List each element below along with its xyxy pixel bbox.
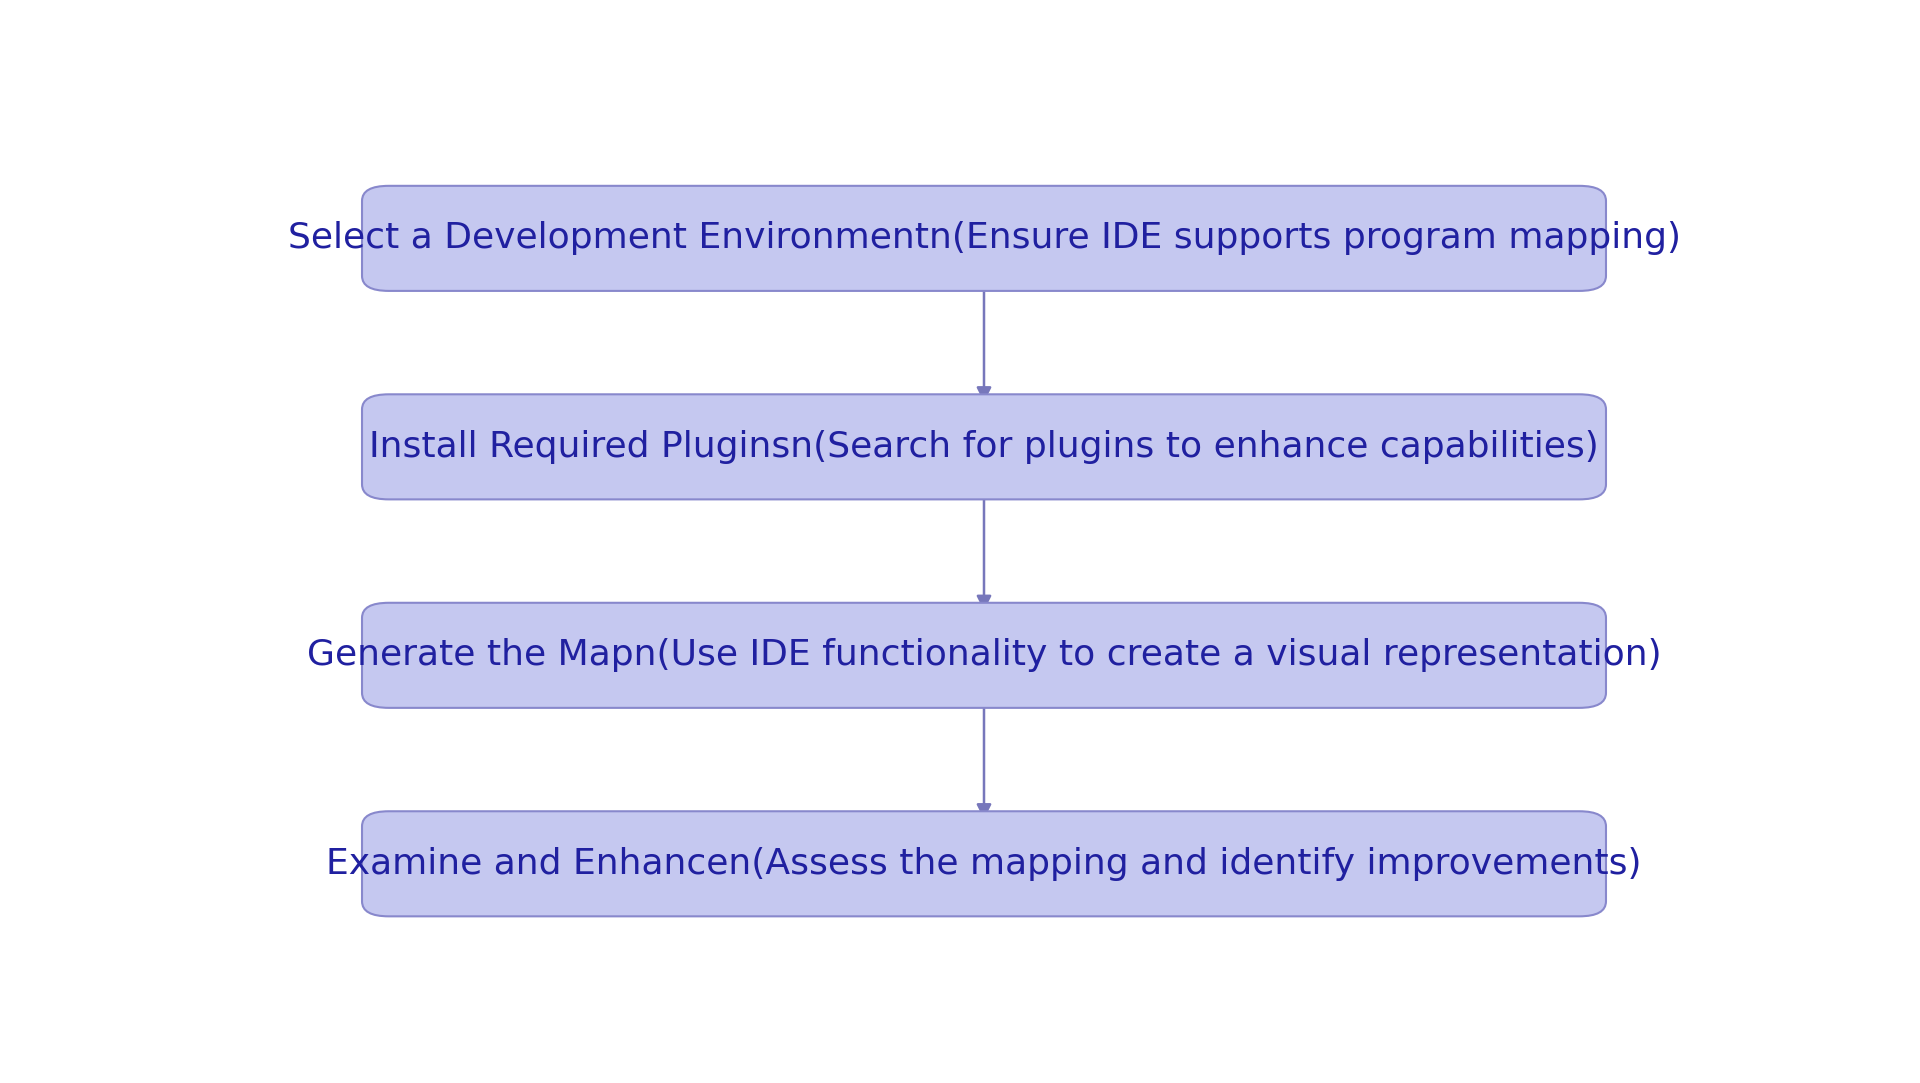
Text: Examine and Enhancen(Assess the mapping and identify improvements): Examine and Enhancen(Assess the mapping … xyxy=(326,847,1642,880)
FancyBboxPatch shape xyxy=(363,394,1605,499)
FancyBboxPatch shape xyxy=(363,603,1605,708)
Text: Generate the Mapn(Use IDE functionality to create a visual representation): Generate the Mapn(Use IDE functionality … xyxy=(307,638,1661,673)
Text: Install Required Pluginsn(Search for plugins to enhance capabilities): Install Required Pluginsn(Search for plu… xyxy=(369,430,1599,464)
FancyBboxPatch shape xyxy=(363,186,1605,291)
Text: Select a Development Environmentn(Ensure IDE supports program mapping): Select a Development Environmentn(Ensure… xyxy=(288,221,1680,256)
FancyBboxPatch shape xyxy=(363,811,1605,916)
